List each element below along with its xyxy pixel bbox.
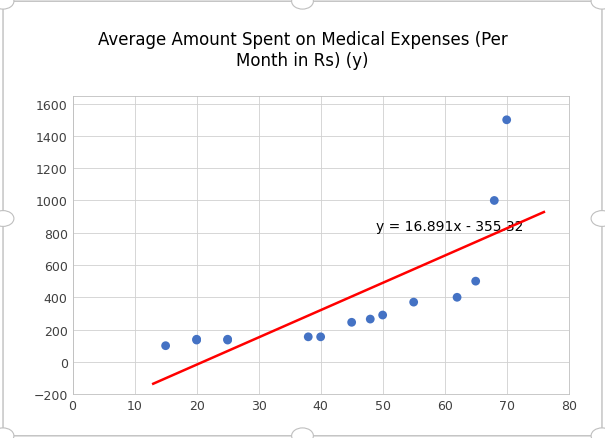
Point	[365, 316, 375, 323]
Text: y = 16.891x - 355.32: y = 16.891x - 355.32	[376, 219, 524, 233]
Point	[192, 336, 201, 343]
Point	[378, 312, 387, 319]
Point	[471, 278, 480, 285]
Point	[347, 319, 356, 326]
Point	[303, 334, 313, 341]
Point	[192, 337, 201, 344]
Point	[489, 198, 499, 205]
Point	[316, 334, 325, 341]
Point	[452, 294, 462, 301]
Point	[161, 343, 171, 350]
Point	[502, 117, 511, 124]
Point	[409, 299, 419, 306]
Point	[223, 336, 232, 343]
Text: Average Amount Spent on Medical Expenses (Per
Month in Rs) (y): Average Amount Spent on Medical Expenses…	[97, 32, 508, 70]
Point	[223, 337, 232, 344]
